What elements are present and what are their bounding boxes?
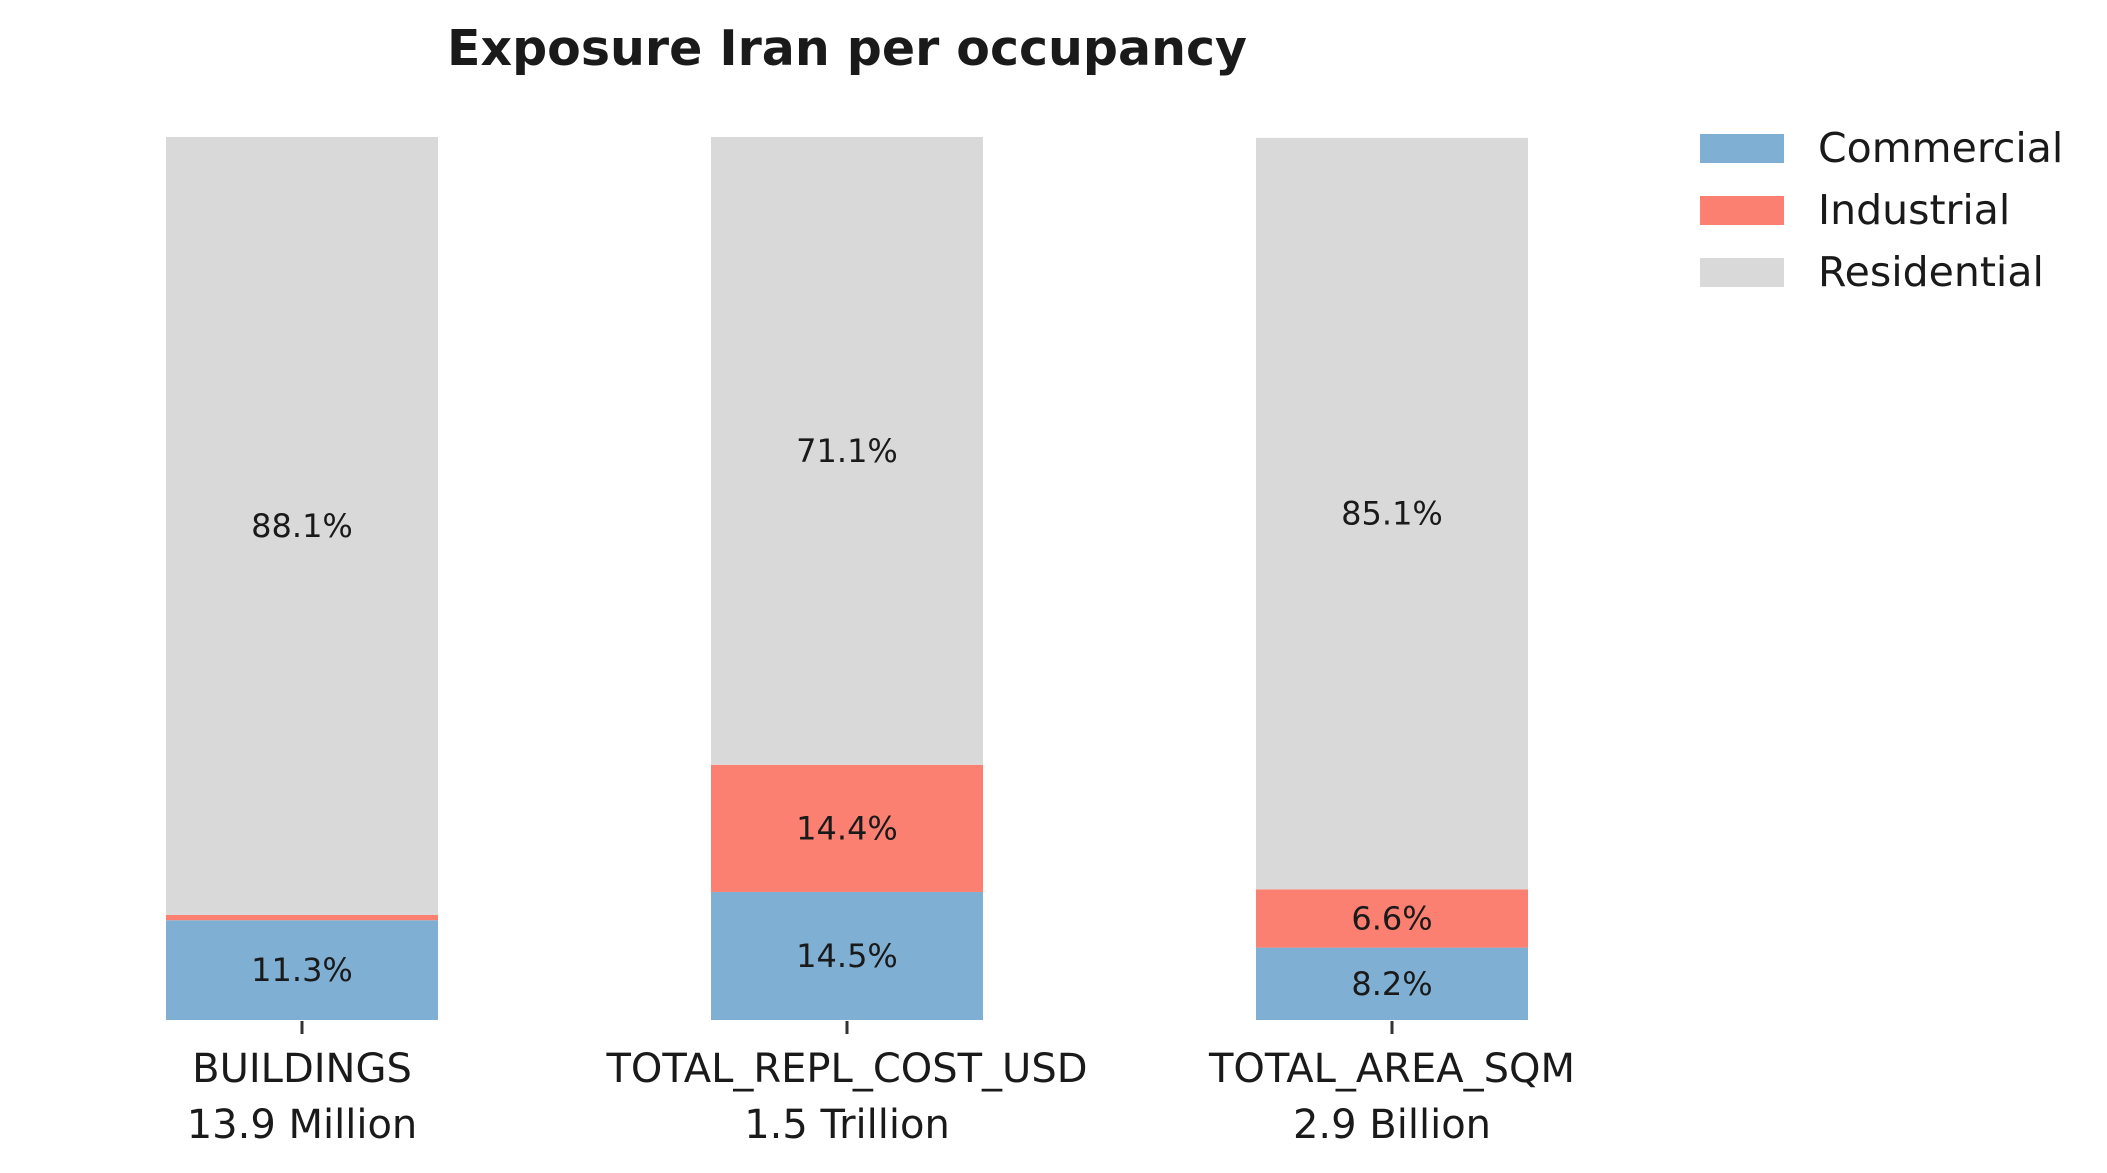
data-label-industrial-total-repl-cost-usd: 14.4% (796, 809, 898, 847)
x-tick-total-buildings: 13.9 Million (187, 1102, 418, 1148)
bar-industrial-buildings (166, 914, 438, 921)
legend-swatch-commercial (1700, 134, 1784, 163)
data-label-residential-total-repl-cost-usd: 71.1% (796, 432, 898, 470)
x-axis: BUILDINGS 13.9 Million TOTAL_REPL_COST_USD… (187, 1021, 1575, 1148)
x-tick-label-total-repl-cost-usd: TOTAL_REPL_COST_USD (605, 1046, 1087, 1092)
x-tick-label-total-area-sqm: TOTAL_AREA_SQM (1208, 1046, 1575, 1092)
legend: Commercial Industrial Residential (1700, 124, 2063, 296)
legend-label-commercial: Commercial (1818, 124, 2063, 172)
data-label-commercial-buildings: 11.3% (251, 951, 353, 989)
bar-residential-buildings (166, 137, 438, 915)
data-label-industrial-total-area-sqm: 6.6% (1351, 899, 1432, 937)
bar-residential-total-repl-cost-usd (711, 137, 983, 765)
bar-commercial-buildings (166, 920, 438, 1020)
data-label-residential-total-area-sqm: 85.1% (1341, 495, 1443, 533)
data-label-commercial-total-repl-cost-usd: 14.5% (796, 937, 898, 975)
bar-industrial-total-area-sqm (1256, 889, 1528, 948)
data-label-residential-buildings: 88.1% (251, 507, 353, 545)
legend-label-industrial: Industrial (1818, 186, 2010, 234)
legend-swatch-industrial (1700, 196, 1784, 225)
bar-commercial-total-repl-cost-usd (711, 891, 983, 1020)
legend-swatch-residential (1700, 258, 1784, 287)
bar-commercial-total-area-sqm (1256, 947, 1528, 1020)
legend-label-residential: Residential (1818, 248, 2044, 296)
chart-title: Exposure Iran per occupancy (447, 20, 1247, 77)
segment-labels-group: 11.3% 88.1% 14.5% 14.4% 71.1% 8.2% 6.6% 85.1% (251, 432, 1443, 1003)
bar-industrial-total-repl-cost-usd (711, 764, 983, 892)
bars-group (166, 137, 1528, 1020)
x-tick-label-buildings: BUILDINGS (192, 1046, 412, 1092)
data-label-commercial-total-area-sqm: 8.2% (1351, 965, 1432, 1003)
bar-residential-total-area-sqm (1256, 137, 1528, 890)
x-tick-total-total-repl-cost-usd: 1.5 Trillion (744, 1102, 950, 1148)
x-tick-total-total-area-sqm: 2.9 Billion (1293, 1102, 1491, 1148)
